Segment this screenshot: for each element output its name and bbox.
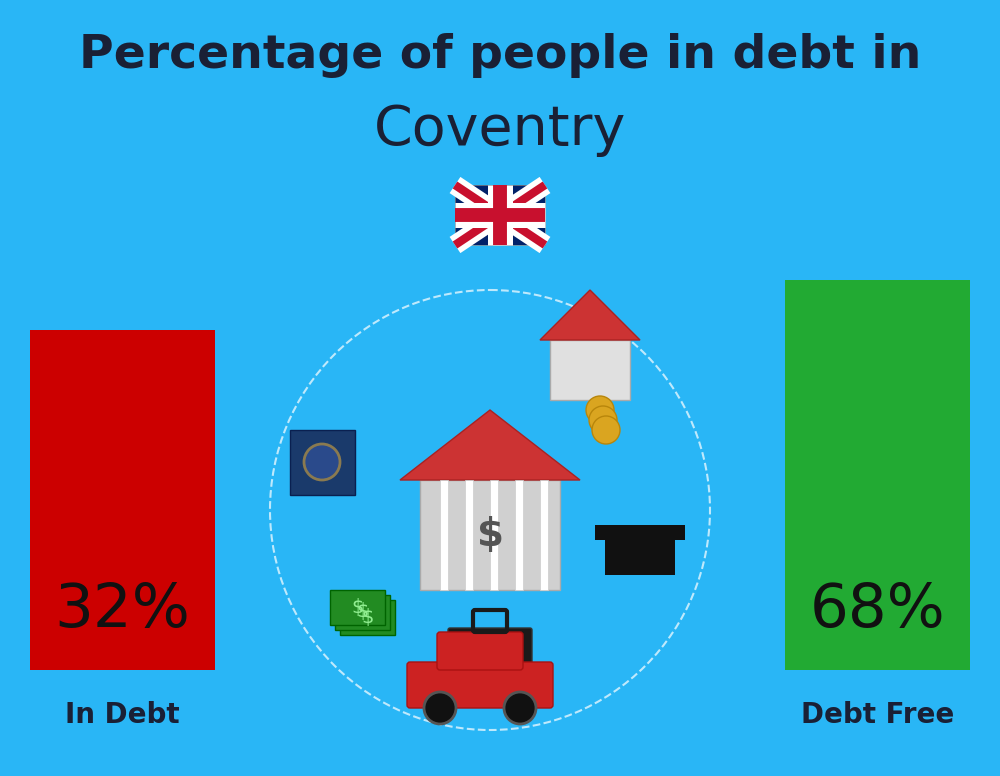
FancyBboxPatch shape — [340, 600, 395, 635]
FancyBboxPatch shape — [785, 280, 970, 670]
Polygon shape — [595, 525, 685, 540]
FancyBboxPatch shape — [605, 540, 675, 575]
Text: $: $ — [352, 598, 364, 616]
FancyBboxPatch shape — [455, 185, 545, 245]
Text: Coventry: Coventry — [374, 103, 626, 157]
Text: 68%: 68% — [810, 580, 945, 639]
Circle shape — [275, 295, 705, 725]
Circle shape — [504, 692, 536, 724]
Circle shape — [424, 692, 456, 724]
Polygon shape — [400, 410, 580, 480]
FancyBboxPatch shape — [420, 480, 560, 590]
FancyBboxPatch shape — [550, 340, 630, 400]
FancyBboxPatch shape — [448, 628, 532, 687]
Text: $: $ — [357, 602, 369, 622]
Text: Debt Free: Debt Free — [801, 701, 954, 729]
Polygon shape — [540, 290, 640, 340]
FancyBboxPatch shape — [335, 595, 390, 630]
FancyBboxPatch shape — [437, 632, 523, 670]
Text: Percentage of people in debt in: Percentage of people in debt in — [79, 33, 921, 78]
Circle shape — [589, 406, 617, 434]
FancyBboxPatch shape — [440, 480, 448, 590]
FancyBboxPatch shape — [290, 430, 355, 495]
Circle shape — [592, 416, 620, 444]
FancyBboxPatch shape — [330, 590, 385, 625]
FancyBboxPatch shape — [30, 330, 215, 670]
Circle shape — [304, 444, 340, 480]
FancyBboxPatch shape — [490, 480, 498, 590]
FancyBboxPatch shape — [407, 662, 553, 708]
Text: 32%: 32% — [55, 580, 190, 639]
Text: $: $ — [362, 608, 374, 626]
FancyBboxPatch shape — [465, 480, 473, 590]
FancyBboxPatch shape — [515, 480, 523, 590]
Text: In Debt: In Debt — [65, 701, 180, 729]
Text: $: $ — [477, 516, 504, 554]
FancyBboxPatch shape — [540, 480, 548, 590]
Circle shape — [586, 396, 614, 424]
